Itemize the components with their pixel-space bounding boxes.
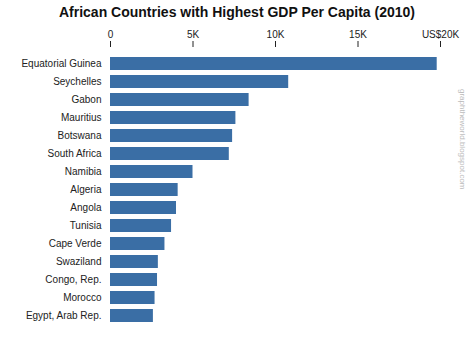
svg-text:Seychelles: Seychelles <box>53 76 101 87</box>
svg-text:Tunisia: Tunisia <box>70 220 102 231</box>
svg-text:Congo, Rep.: Congo, Rep. <box>45 274 101 285</box>
svg-text:0: 0 <box>108 29 114 40</box>
svg-text:Angola: Angola <box>70 202 102 213</box>
svg-text:US$20K: US$20K <box>422 29 460 40</box>
svg-text:Egypt, Arab Rep.: Egypt, Arab Rep. <box>26 310 102 321</box>
svg-text:South Africa: South Africa <box>48 148 102 159</box>
html-text:African Countries with Highest: African Countries with Highest GDP Per C… <box>59 4 415 20</box>
svg-text:Equatorial Guinea: Equatorial Guinea <box>21 58 101 69</box>
svg-text:Mauritius: Mauritius <box>61 112 102 123</box>
svg-text:5K: 5K <box>187 29 200 40</box>
svg-text:Algeria: Algeria <box>70 184 102 195</box>
svg-text:Botswana: Botswana <box>58 130 102 141</box>
svg-text:10K: 10K <box>267 29 285 40</box>
svg-text:Morocco: Morocco <box>63 292 102 303</box>
svg-text:Cape Verde: Cape Verde <box>49 238 102 249</box>
svg-text:graphtheworld.blogspot.com: graphtheworld.blogspot.com <box>458 89 467 190</box>
svg-text:Namibia: Namibia <box>65 166 102 177</box>
svg-text:Swaziland: Swaziland <box>56 256 102 267</box>
svg-text:15K: 15K <box>349 29 367 40</box>
svg-text:Gabon: Gabon <box>71 94 101 105</box>
